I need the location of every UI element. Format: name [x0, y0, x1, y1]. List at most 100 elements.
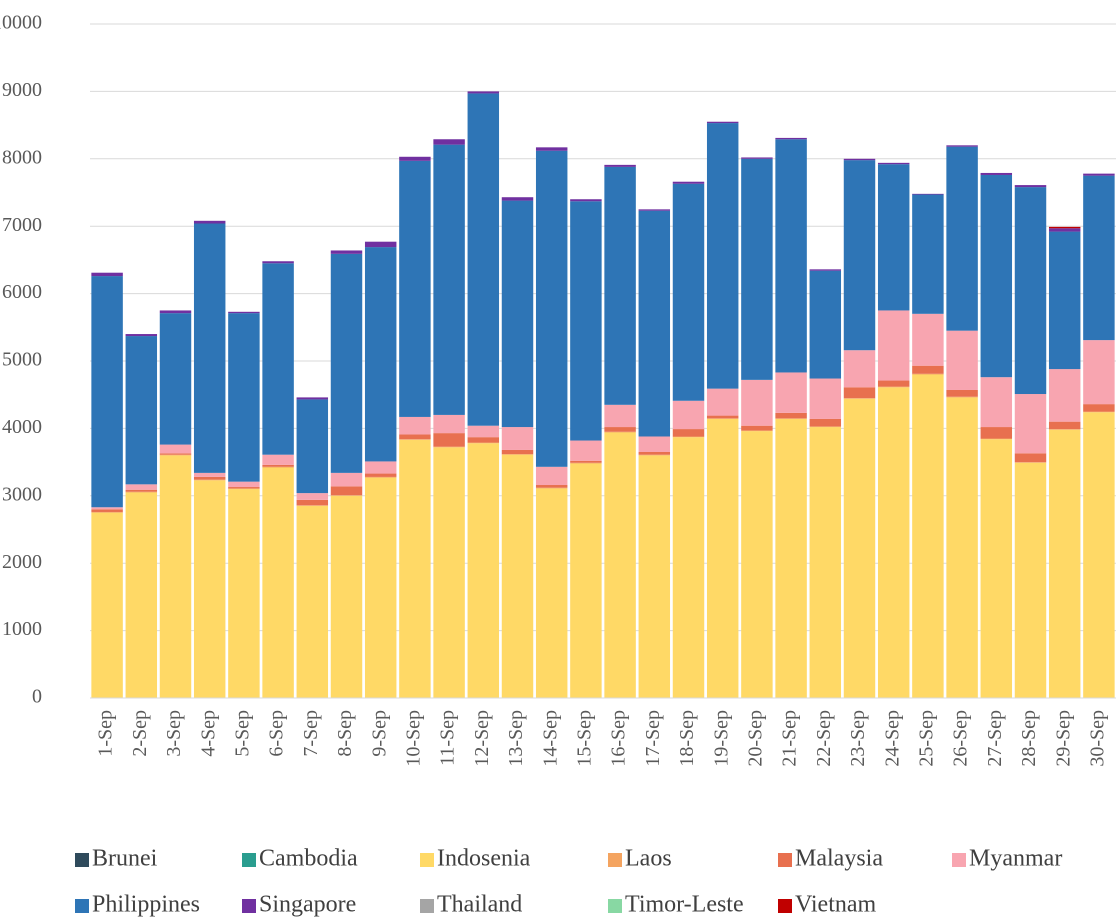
bar-segment — [980, 172, 1013, 175]
bar-segment — [570, 463, 602, 698]
bar-segment — [570, 440, 602, 461]
bar-segment — [775, 418, 807, 419]
bar-segment — [535, 485, 568, 488]
bar-segment — [570, 460, 602, 463]
y-tick-label: 2000 — [2, 551, 42, 573]
bar-segment — [809, 426, 842, 428]
bar-segment — [399, 416, 431, 435]
x-tick-label: 22-Sep — [813, 710, 835, 767]
y-tick-label: 8000 — [2, 146, 42, 168]
bar-segment — [125, 336, 158, 485]
bar-segment — [775, 137, 807, 140]
x-tick-label: 21-Sep — [779, 710, 801, 767]
y-tick-label: 4000 — [2, 416, 42, 438]
x-tick-label: 25-Sep — [915, 710, 937, 767]
bar-segment — [1048, 228, 1081, 232]
x-tick-label: 6-Sep — [266, 710, 288, 757]
bar-segment — [364, 247, 397, 462]
bar-segment — [159, 310, 192, 314]
bar-segment — [775, 412, 807, 419]
bar-segment — [159, 444, 192, 454]
bar-segment — [877, 387, 910, 698]
legend-swatch — [608, 899, 622, 913]
bar-segment — [809, 378, 842, 419]
bar-segment — [364, 461, 397, 474]
bar-segment — [399, 439, 431, 698]
bar-segment — [706, 121, 739, 124]
legend-swatch — [242, 853, 256, 867]
y-tick-label: 1000 — [2, 618, 42, 640]
x-tick-label: 26-Sep — [950, 710, 972, 767]
bar-segment — [125, 489, 158, 492]
bar-segment — [706, 415, 739, 419]
bar-segment — [912, 365, 944, 374]
y-tick-label: 7000 — [2, 214, 42, 236]
bar-segment — [228, 489, 260, 698]
bar-segment — [91, 509, 123, 512]
legend-label: Cambodia — [259, 846, 358, 872]
x-tick-label: 28-Sep — [1018, 710, 1040, 767]
bar-segment — [912, 194, 944, 314]
bar-segment — [159, 313, 192, 445]
bar-segment — [433, 433, 465, 447]
bar-segment — [296, 493, 329, 500]
bar-segment — [946, 397, 978, 698]
bar-segment — [399, 439, 431, 440]
bar-segment — [1014, 453, 1047, 463]
bar-segment — [467, 442, 500, 444]
bar-segment — [228, 311, 260, 314]
bar-segment — [1083, 175, 1115, 341]
bar-segment — [604, 427, 636, 432]
bar-segment — [467, 437, 500, 443]
bar-segment — [1083, 412, 1115, 698]
bar-segment — [91, 512, 123, 698]
bar-segment — [228, 481, 260, 488]
bar-segment — [706, 388, 739, 416]
bar-segment — [877, 380, 910, 387]
bar-segment — [262, 466, 294, 468]
legend-swatch — [75, 899, 89, 913]
bar-segment — [193, 220, 226, 224]
bar-segment — [877, 164, 910, 311]
legend-swatch — [242, 899, 256, 913]
legend-label: Vietnam — [795, 892, 877, 918]
bar-segment — [1083, 404, 1115, 412]
bar-segment — [638, 210, 671, 437]
bar-segment — [912, 313, 944, 366]
y-tick-label: 3000 — [2, 483, 42, 505]
x-tick-label: 8-Sep — [334, 710, 356, 757]
bar-segment — [467, 93, 500, 426]
legend-label: Malaysia — [795, 846, 883, 872]
bar-segment — [535, 487, 568, 489]
bar-segment — [775, 418, 807, 698]
x-tick-label: 24-Sep — [881, 710, 903, 767]
x-tick-label: 2-Sep — [129, 710, 151, 757]
bar-segment — [193, 479, 226, 481]
bar-segment — [980, 174, 1013, 378]
bar-segment — [741, 158, 773, 380]
bar-segment — [1014, 394, 1047, 454]
legend-label: Myanmar — [969, 846, 1062, 872]
x-tick-label: 18-Sep — [676, 710, 698, 767]
bar-segment — [91, 272, 123, 277]
bar-segment — [604, 166, 636, 405]
bar-segment — [775, 139, 807, 373]
bar-segment — [228, 313, 260, 482]
bar-segment — [672, 437, 705, 698]
bar-segment — [330, 250, 363, 254]
bar-segment — [433, 414, 465, 434]
bar-segment — [1014, 187, 1047, 395]
bar-segment — [296, 397, 329, 400]
bar-segment — [672, 436, 705, 438]
bar-segment — [775, 372, 807, 413]
bar-segment — [330, 495, 363, 698]
legend-label: Philippines — [92, 892, 200, 918]
bar-segment — [843, 387, 876, 399]
bar-segment — [296, 499, 329, 506]
bar-segment — [125, 491, 158, 493]
x-tick-label: 29-Sep — [1052, 710, 1074, 767]
bar-segment — [262, 263, 294, 455]
legend-swatch — [420, 899, 434, 913]
bar-segment — [159, 454, 192, 456]
bar-segment — [877, 162, 910, 165]
